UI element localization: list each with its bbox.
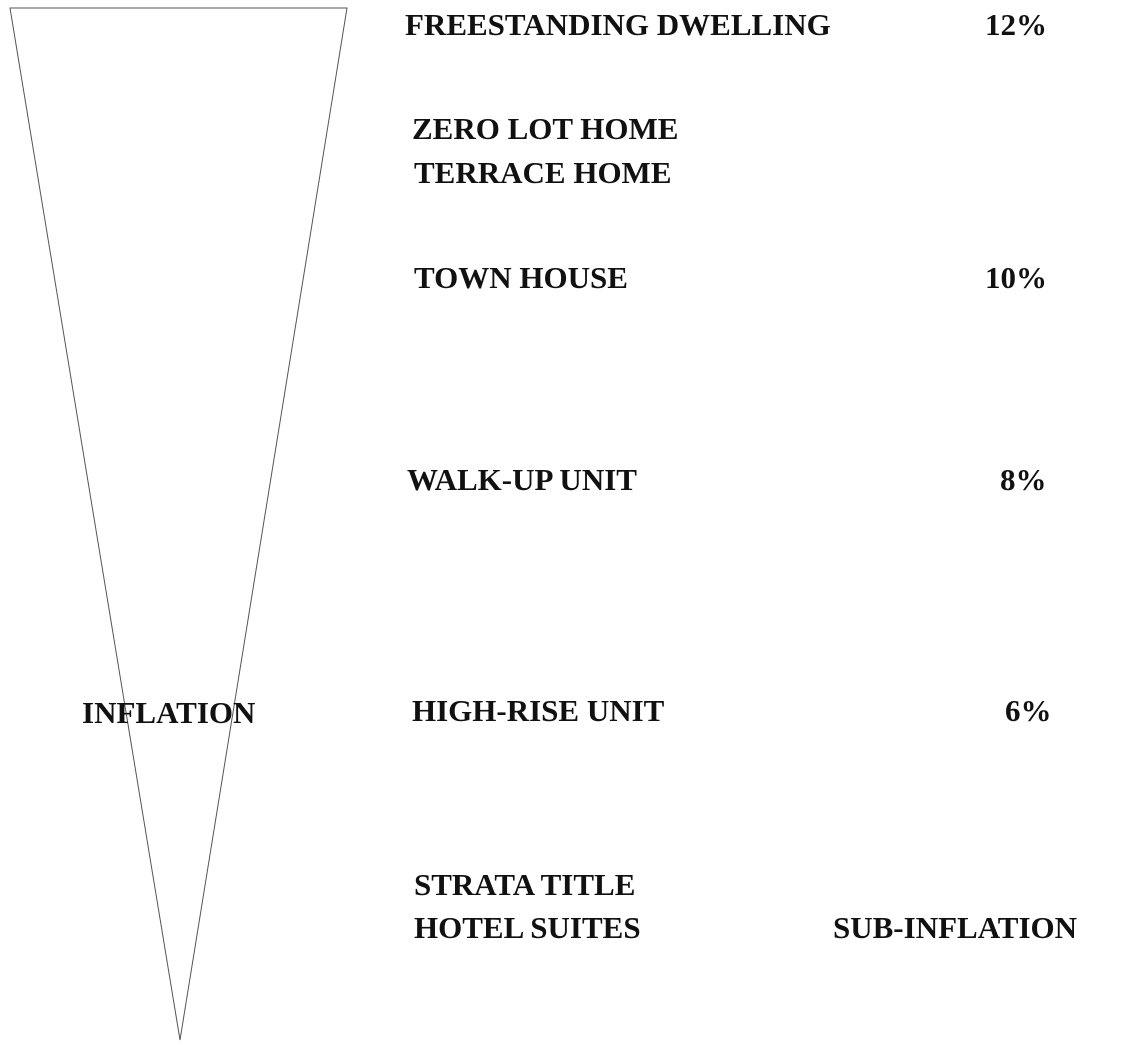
item-rate: SUB-INFLATION: [833, 910, 1077, 945]
item-label: TOWN HOUSE: [414, 260, 628, 295]
item-label: FREESTANDING DWELLING: [405, 7, 831, 42]
item-label: STRATA TITLE: [414, 867, 635, 902]
item-rate: 10%: [985, 260, 1047, 295]
inverted-triangle: [9, 7, 348, 1041]
item-label: TERRACE HOME: [414, 155, 672, 190]
item-label: HOTEL SUITES: [414, 910, 641, 945]
axis-label: INFLATION: [82, 695, 255, 730]
item-rate: 8%: [1000, 462, 1047, 497]
item-rate: 12%: [985, 7, 1047, 42]
item-rate: 6%: [1005, 693, 1052, 728]
item-label: ZERO LOT HOME: [412, 111, 678, 146]
item-label: WALK-UP UNIT: [407, 462, 637, 497]
item-label: HIGH-RISE UNIT: [412, 693, 665, 728]
